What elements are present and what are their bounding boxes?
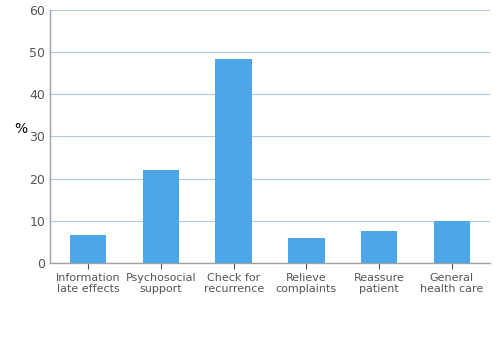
Bar bbox=[361, 231, 398, 263]
Bar bbox=[288, 239, 325, 263]
Y-axis label: %: % bbox=[14, 122, 28, 136]
Bar bbox=[434, 221, 470, 263]
Bar bbox=[216, 59, 252, 263]
Bar bbox=[142, 170, 179, 263]
Bar bbox=[70, 236, 106, 263]
